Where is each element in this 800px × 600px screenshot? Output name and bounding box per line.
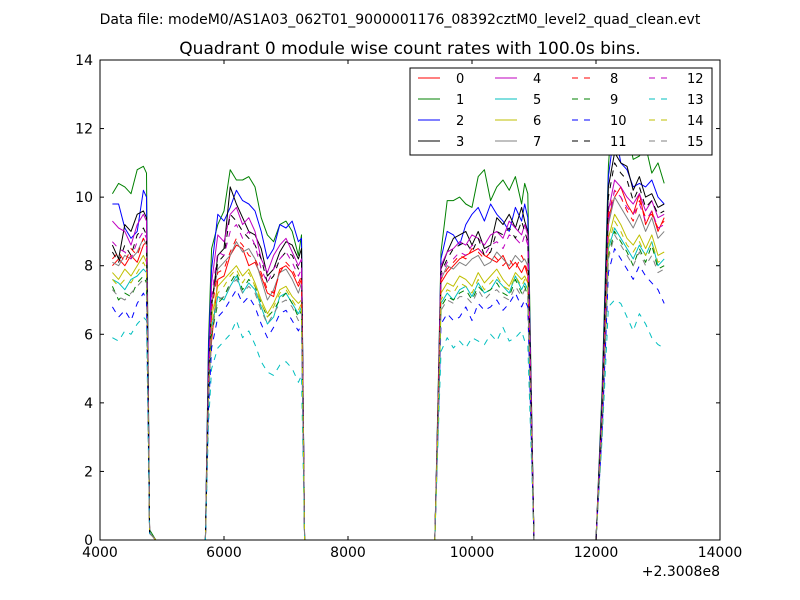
legend-label-8: 8 bbox=[610, 72, 618, 87]
legend-label-13: 13 bbox=[687, 93, 704, 108]
y-tick-label: 4 bbox=[84, 396, 93, 412]
legend-label-10: 10 bbox=[610, 114, 627, 129]
y-tick-label: 8 bbox=[84, 259, 93, 275]
legend-label-11: 11 bbox=[610, 135, 627, 150]
legend-label-7: 7 bbox=[533, 135, 541, 150]
y-tick-label: 6 bbox=[84, 327, 93, 343]
legend-label-9: 9 bbox=[610, 93, 618, 108]
y-tick-label: 10 bbox=[75, 190, 93, 206]
suptitle: Data file: modeM0/AS1A03_062T01_90000011… bbox=[100, 12, 701, 28]
x-tick-label: 14000 bbox=[698, 545, 743, 561]
legend-label-4: 4 bbox=[533, 72, 541, 87]
x-tick-label: 4000 bbox=[82, 545, 118, 561]
legend-label-5: 5 bbox=[533, 93, 541, 108]
y-tick-label: 2 bbox=[84, 464, 93, 480]
x-tick-label: 6000 bbox=[206, 545, 242, 561]
legend-label-1: 1 bbox=[456, 93, 464, 108]
x-tick-label: 12000 bbox=[574, 545, 619, 561]
y-tick-label: 14 bbox=[75, 53, 93, 69]
legend-label-6: 6 bbox=[533, 114, 541, 129]
legend-label-3: 3 bbox=[456, 135, 464, 150]
legend-label-0: 0 bbox=[456, 72, 464, 87]
legend-label-2: 2 bbox=[456, 114, 464, 129]
legend-label-15: 15 bbox=[687, 135, 704, 150]
chart-title: Quadrant 0 module wise count rates with … bbox=[179, 39, 640, 59]
plot-frame bbox=[99, 59, 721, 541]
x-tick-label: 8000 bbox=[330, 545, 366, 561]
y-tick-label: 12 bbox=[75, 122, 93, 138]
x-tick-label: 10000 bbox=[450, 545, 495, 561]
y-tick-label: 0 bbox=[84, 533, 93, 549]
legend-label-12: 12 bbox=[687, 72, 704, 87]
x-offset-label: +2.3008e8 bbox=[642, 564, 720, 580]
legend-label-14: 14 bbox=[687, 114, 704, 129]
